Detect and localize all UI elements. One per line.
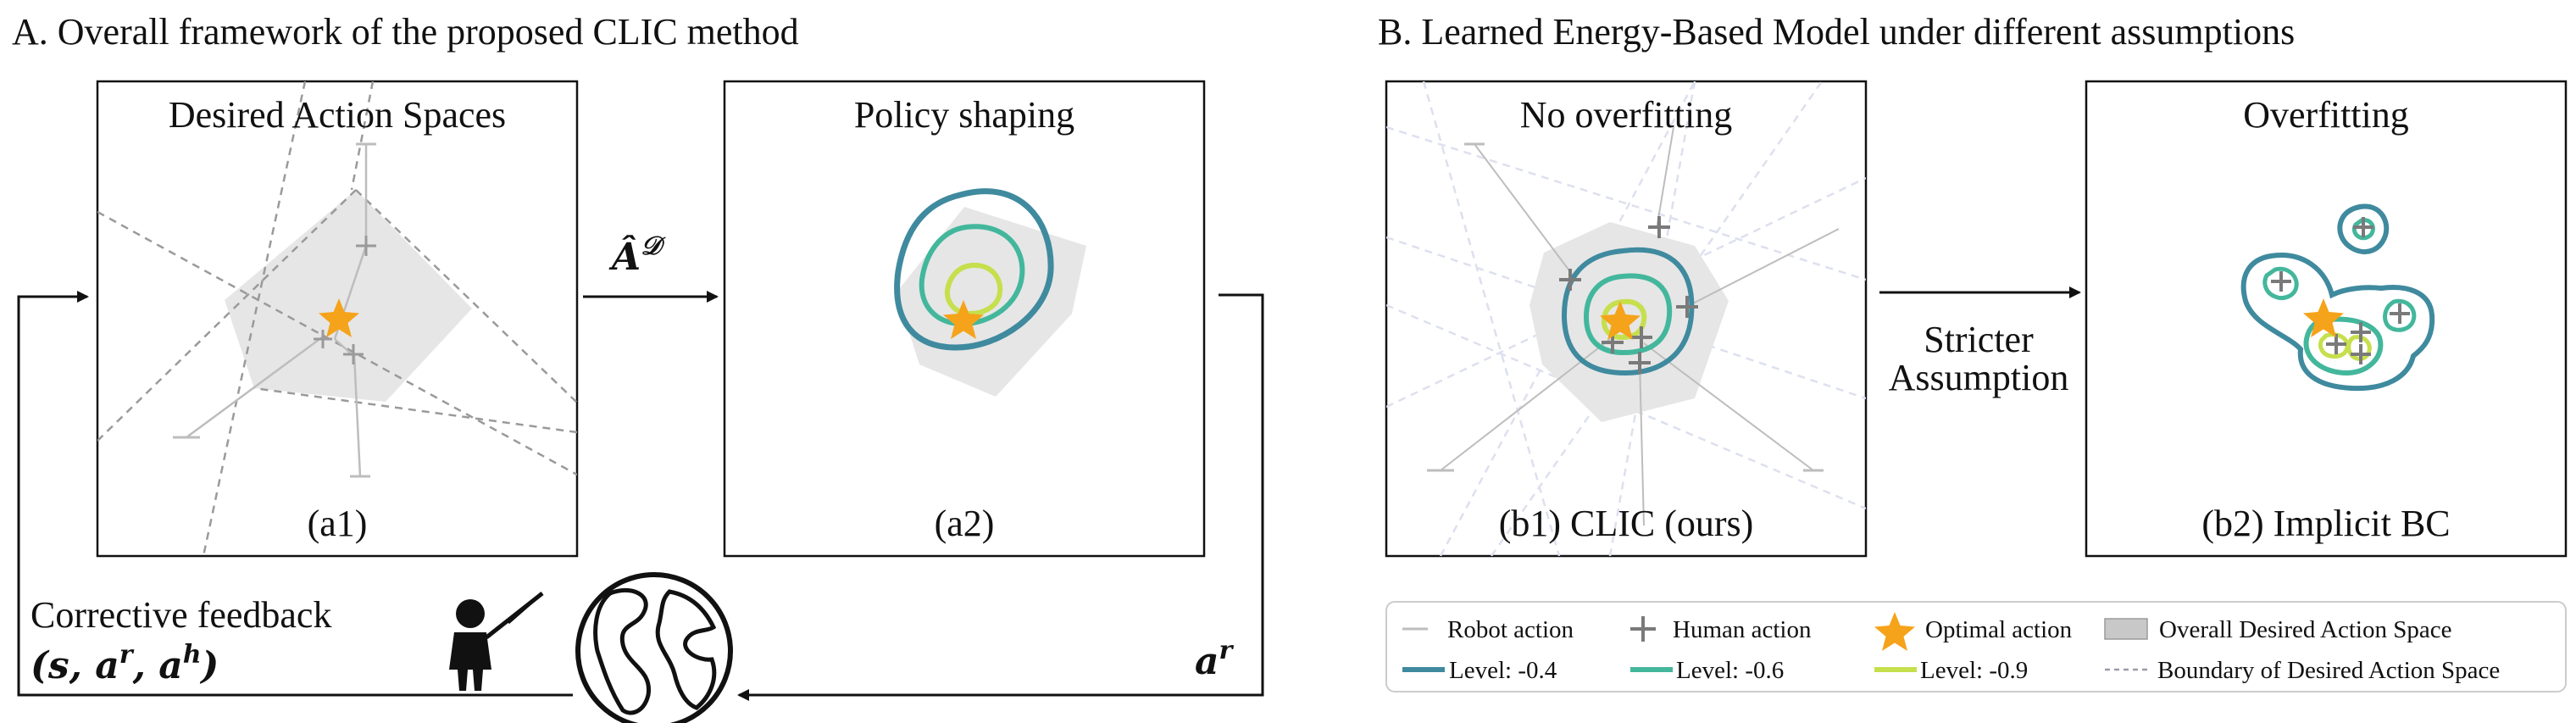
contour-b2-small-cluster-outer bbox=[2337, 203, 2390, 254]
panel-a2-title: Policy shaping bbox=[854, 94, 1074, 136]
legend-item-level-04: Level: -0.4 bbox=[1402, 657, 1557, 684]
legend-label-level-09: Level: -0.9 bbox=[1920, 657, 2028, 684]
stricter-assumption-line2: Assumption bbox=[1889, 357, 2069, 398]
optimal-star-a1 bbox=[319, 298, 359, 337]
robot-action-loop-arrow bbox=[737, 293, 1264, 701]
contour-b2-left-inner bbox=[2262, 266, 2299, 300]
globe-icon bbox=[575, 572, 733, 723]
legend-label-human-action: Human action bbox=[1673, 616, 1812, 643]
legend-item-optimal-action: Optimal action bbox=[1874, 612, 2073, 651]
panel-b2-title: Overfitting bbox=[2243, 94, 2409, 136]
legend-label-robot-action: Robot action bbox=[1447, 616, 1574, 643]
legend-item-level-09: Level: -0.9 bbox=[1874, 657, 2028, 684]
robot-action-label: ar bbox=[1195, 636, 1235, 683]
panel-b1-caption: (b1) CLIC (ours) bbox=[1499, 503, 1754, 544]
human-action-markers bbox=[314, 236, 376, 364]
legend-item-boundary: Boundary of Desired Action Space bbox=[2105, 657, 2500, 684]
legend-item-overall-desired-space: Overall Desired Action Space bbox=[2104, 616, 2451, 643]
feedback-loop-arrow bbox=[17, 291, 573, 697]
panel-b1: No overfitting (b1) CLIC (ours) bbox=[1385, 80, 1868, 558]
panel-a2: Policy shaping (a2) bbox=[723, 80, 1206, 558]
optimal-star-a2 bbox=[943, 300, 984, 339]
stricter-assumption-line1: Stricter bbox=[1924, 319, 2034, 360]
legend-item-human-action: Human action bbox=[1630, 616, 1812, 643]
panel-b2: Overfitting (b2) Implicit BC bbox=[2085, 80, 2568, 558]
corrective-feedback-label: Corrective feedback bbox=[31, 594, 331, 636]
arrow-b1-to-b2: Stricter Assumption bbox=[1879, 286, 2081, 398]
desired-space-boundaries bbox=[97, 81, 577, 556]
section-b-title: B. Learned Energy-Based Model under diff… bbox=[1378, 11, 2295, 53]
contour-b2-main-mid bbox=[2303, 316, 2384, 376]
contour-b2-main-outer bbox=[2240, 253, 2435, 392]
section-a-title: A. Overall framework of the proposed CLI… bbox=[12, 11, 799, 53]
legend-label-optimal-action: Optimal action bbox=[1925, 616, 2073, 643]
teacher-icon bbox=[449, 592, 544, 691]
optimal-star-b1 bbox=[1600, 301, 1641, 340]
contour-b2-small-cluster-inner bbox=[2351, 218, 2375, 241]
optimal-star-b2 bbox=[2303, 298, 2344, 337]
human-action-markers-b1 bbox=[1559, 216, 1698, 374]
panel-b2-caption: (b2) Implicit BC bbox=[2201, 503, 2450, 544]
contour-b1-level-09 bbox=[1601, 298, 1647, 341]
desired-space-boundaries-b1 bbox=[1386, 81, 1866, 556]
legend-label-level-06: Level: -0.6 bbox=[1676, 657, 1784, 684]
legend-item-robot-action: Robot action bbox=[1402, 616, 1574, 643]
panel-a1-caption: (a1) bbox=[308, 503, 368, 544]
arrow-a1-to-a2: Â𝒟 bbox=[583, 231, 719, 303]
contour-level-09 bbox=[944, 262, 1003, 317]
legend: Robot action Human action Optimal action… bbox=[1385, 601, 2567, 692]
panel-a1: Desired Action Spaces (a1) bbox=[96, 80, 579, 558]
desired-action-set-label: Â𝒟 bbox=[608, 231, 666, 279]
contour-b2-right-inner bbox=[2383, 298, 2417, 332]
robot-action-lines bbox=[186, 144, 368, 477]
contour-b1-level-06 bbox=[1583, 273, 1673, 356]
contour-level-04 bbox=[894, 188, 1054, 351]
legend-label-overall-desired-space: Overall Desired Action Space bbox=[2159, 616, 2451, 643]
contour-b2-level-09 bbox=[2318, 332, 2350, 359]
panel-b1-title: No overfitting bbox=[1520, 94, 1733, 136]
legend-item-level-06: Level: -0.6 bbox=[1630, 657, 1784, 684]
panel-a1-title: Desired Action Spaces bbox=[169, 94, 506, 136]
robot-action-markers bbox=[173, 142, 376, 478]
legend-star-icon bbox=[1874, 612, 1915, 651]
panel-a2-caption: (a2) bbox=[935, 503, 995, 544]
corrective-feedback-tuple: (s, ar, ah) bbox=[31, 640, 219, 687]
legend-label-boundary: Boundary of Desired Action Space bbox=[2157, 657, 2500, 684]
robot-action-markers-b1 bbox=[1427, 142, 1824, 472]
legend-label-level-04: Level: -0.4 bbox=[1449, 657, 1557, 684]
